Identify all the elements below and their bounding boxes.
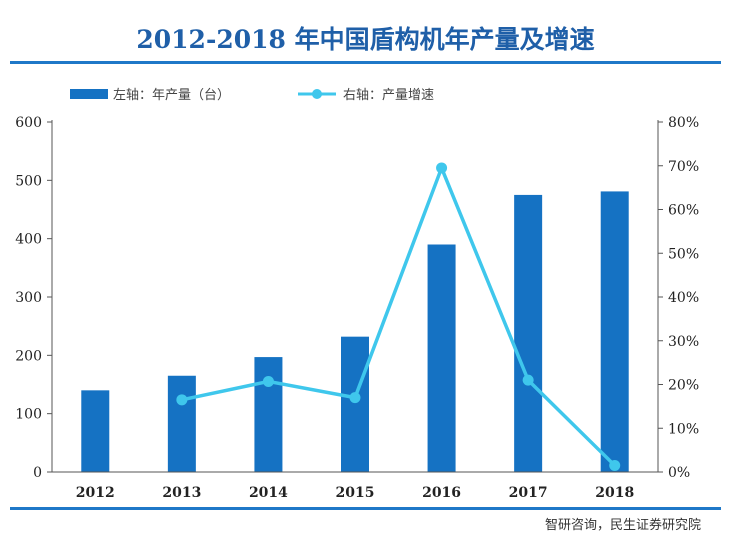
bar-2018 xyxy=(600,191,629,472)
bar-2016 xyxy=(427,244,456,472)
growth-point-2013 xyxy=(176,394,188,406)
legend: 左轴：年产量（台） 右轴：产量增速 xyxy=(70,88,434,103)
left-tick-label: 200 xyxy=(15,348,42,364)
right-tick-label: 50% xyxy=(668,246,699,262)
legend-bar-label: 左轴：年产量（台） xyxy=(113,88,230,103)
category-label-2014: 2014 xyxy=(249,485,288,501)
right-tick-label: 60% xyxy=(668,203,699,219)
category-label-2017: 2017 xyxy=(509,485,548,501)
right-tick-label: 70% xyxy=(668,159,699,175)
bar-2017 xyxy=(514,194,543,472)
category-labels: 2012 2013 2014 2015 2016 2017 2018 xyxy=(76,485,634,501)
left-tick-label: 100 xyxy=(15,407,42,423)
right-tick-label: 20% xyxy=(668,378,699,394)
right-tick-label: 40% xyxy=(668,290,699,306)
left-tick-label: 500 xyxy=(15,173,42,189)
left-axis-ticks: 0 100 200 300 400 500 600 xyxy=(15,115,52,481)
chart-title: 2012-2018 年中国盾构机年产量及增速 xyxy=(136,25,595,54)
growth-point-2017 xyxy=(522,374,534,386)
bar-2013 xyxy=(167,375,196,472)
growth-line xyxy=(181,166,616,467)
growth-point-2016 xyxy=(436,162,448,174)
category-label-2012: 2012 xyxy=(76,485,115,501)
bar-series xyxy=(81,191,629,472)
legend-line-marker xyxy=(312,89,322,99)
category-label-2018: 2018 xyxy=(595,485,634,501)
right-tick-label: 80% xyxy=(668,115,699,131)
left-tick-label: 400 xyxy=(15,232,42,248)
source-note: 智研咨询，民生证券研究院 xyxy=(544,518,701,533)
right-tick-label: 10% xyxy=(668,421,699,437)
left-tick-label: 600 xyxy=(15,115,42,131)
right-tick-label: 0% xyxy=(668,465,690,481)
bar-2012 xyxy=(81,390,110,472)
growth-point-2015 xyxy=(349,392,361,404)
bar-2014 xyxy=(254,357,283,472)
right-tick-label: 30% xyxy=(668,334,699,350)
category-label-2013: 2013 xyxy=(162,485,201,501)
bottom-rule xyxy=(10,507,721,510)
left-tick-label: 300 xyxy=(15,290,42,306)
growth-point-2014 xyxy=(262,375,274,387)
top-rule xyxy=(10,61,721,64)
category-label-2015: 2015 xyxy=(336,485,375,501)
left-tick-label: 0 xyxy=(33,465,42,481)
growth-point-2018 xyxy=(609,459,621,471)
legend-bar-swatch xyxy=(70,89,108,99)
category-label-2016: 2016 xyxy=(422,485,461,501)
right-axis-ticks: 0% 10% 20% 30% 40% 50% 60% 70% 80% xyxy=(658,115,699,481)
line-series xyxy=(176,162,621,471)
legend-line-label: 右轴：产量增速 xyxy=(343,88,434,103)
bar-2015 xyxy=(341,336,369,472)
